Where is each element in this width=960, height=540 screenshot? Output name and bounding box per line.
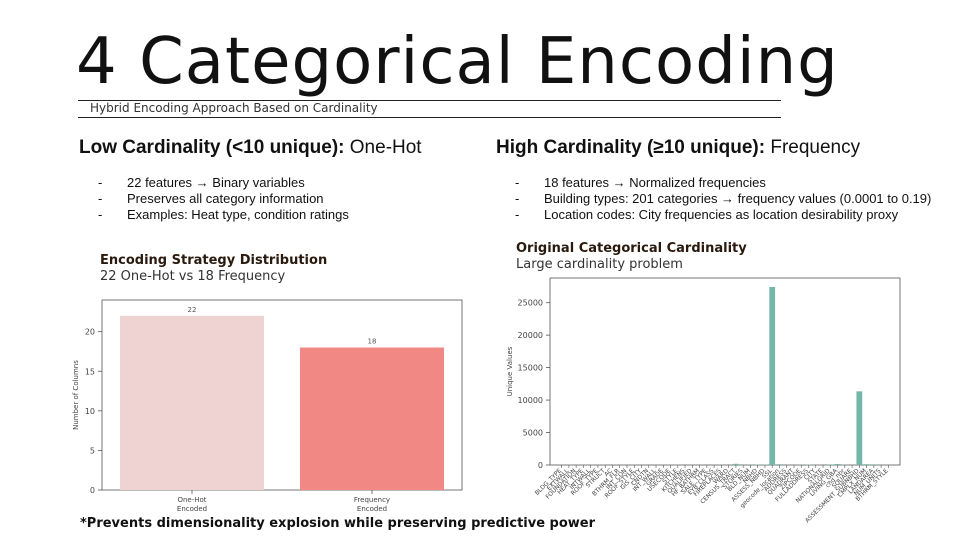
y-tick-label: 20000 [518,331,543,340]
y-tick-label: 25000 [518,299,543,308]
bullet-item: Building types: 201 categories → frequen… [515,191,931,207]
y-tick-label: 15000 [518,364,543,373]
y-tick-label: 15 [85,367,95,376]
x-tick-label: AC [603,467,614,478]
bullet-item: Location codes: City frequencies as loca… [515,207,931,223]
x-tick-label: One-Hot [177,496,206,504]
low-cardinality-heading-method: One-Hot [344,137,422,158]
subtitle-rule [78,117,781,118]
chart1-title: Encoding Strategy Distribution [100,253,328,268]
bar-value-label: 22 [188,306,197,314]
x-tick-label: Encoded [177,505,207,513]
bar [732,463,739,465]
bar [863,464,870,465]
y-tick-label: 5000 [523,429,543,438]
bar [120,315,264,490]
bar [870,464,877,465]
bar [834,464,841,465]
high-cardinality-heading-method: Frequency [765,137,861,158]
y-tick-label: 10000 [518,396,543,405]
bar-value-label: 18 [368,338,377,346]
bullet-item: 18 features → Normalized frequencies [515,175,931,191]
low-cardinality-heading: Low Cardinality (<10 unique): One-Hot [79,137,422,159]
bar [769,286,776,465]
chart2-title: Original Categorical Cardinality [516,241,747,256]
y-tick-label: 0 [90,486,95,495]
bar [300,347,444,490]
y-axis-label: Unique Values [506,346,514,396]
low-cardinality-bullets: 22 features → Binary variables Preserves… [98,175,349,223]
footnote: *Prevents dimensionality explosion while… [80,516,596,531]
low-cardinality-heading-bold: Low Cardinality (<10 unique): [79,137,345,158]
bullet-item: 22 features → Binary variables [98,175,349,191]
x-tick-label: Encoded [357,505,387,513]
slide-subtitle: Hybrid Encoding Approach Based on Cardin… [90,101,378,115]
high-cardinality-bullets: 18 features → Normalized frequencies Bui… [515,175,931,223]
chart2-subtitle: Large cardinality problem [516,257,683,272]
title-rule [78,100,781,101]
bullet-item: Examples: Heat type, condition ratings [98,207,349,223]
y-tick-label: 5 [90,446,95,455]
bullet-item: Preserves all category information [98,191,349,207]
slide-title: 4 Categorical Encoding [76,25,839,99]
y-tick-label: 20 [85,328,95,337]
x-tick-label: Frequency [354,496,390,504]
high-cardinality-heading-bold: High Cardinality (≥10 unique): [496,137,766,158]
plot-frame [549,277,901,466]
y-axis-label: Number of Columns [72,360,80,430]
plot-frame [101,299,463,491]
bar [827,464,834,465]
bar [856,391,863,465]
y-tick-label: 0 [538,461,543,470]
y-tick-label: 10 [85,407,95,416]
bar [776,464,783,465]
chart1-subtitle: 22 One-Hot vs 18 Frequency [100,269,286,284]
high-cardinality-heading: High Cardinality (≥10 unique): Frequency [496,137,860,159]
